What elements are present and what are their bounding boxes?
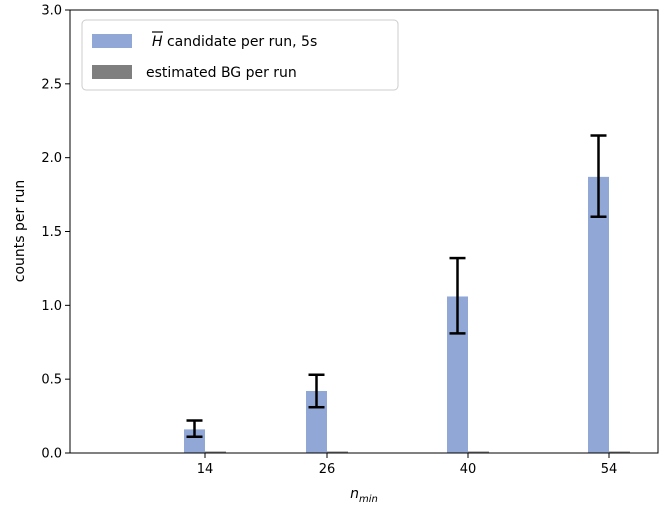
y-tick-label: 0.0 bbox=[41, 447, 62, 462]
bars-layer bbox=[184, 176, 630, 453]
y-tick-label: 2.5 bbox=[41, 77, 62, 92]
bar-bg-14 bbox=[205, 451, 226, 453]
legend-swatch-candidate bbox=[92, 34, 132, 48]
bar-candidate-40 bbox=[447, 296, 468, 453]
y-tick-label: 3.0 bbox=[41, 4, 62, 19]
y-tick-label: 1.0 bbox=[41, 299, 62, 314]
error-bar-14 bbox=[186, 419, 203, 439]
bar-bg-54 bbox=[609, 451, 630, 453]
error-bar-40 bbox=[449, 256, 466, 335]
y-axis: 0.0 0.5 1.0 1.5 2.0 2.5 3.0 bbox=[41, 4, 70, 462]
x-axis: 14 26 40 54 bbox=[197, 453, 618, 477]
x-axis-label: nmin bbox=[350, 486, 378, 505]
error-bar-54 bbox=[590, 134, 607, 218]
bar-bg-40 bbox=[468, 451, 489, 453]
error-bar-26 bbox=[308, 373, 325, 409]
y-axis-label: counts per run bbox=[12, 180, 28, 282]
legend-swatch-bg bbox=[92, 65, 132, 79]
x-tick-label: 40 bbox=[460, 462, 477, 477]
legend-box bbox=[81, 19, 399, 91]
x-tick-label: 14 bbox=[197, 462, 214, 477]
bar-candidate-14 bbox=[184, 429, 205, 453]
legend: H candidate per run, 5s estimated BG per… bbox=[81, 19, 399, 91]
x-tick-label: 54 bbox=[601, 462, 618, 477]
legend-label-bg: estimated BG per run bbox=[146, 65, 297, 81]
x-tick-label: 26 bbox=[319, 462, 336, 477]
bar-bg-26 bbox=[327, 451, 348, 453]
bar-candidate-54 bbox=[588, 176, 609, 453]
y-tick-label: 0.5 bbox=[41, 373, 62, 388]
legend-label-candidate: H candidate per run, 5s bbox=[152, 34, 317, 50]
y-tick-label: 1.5 bbox=[41, 225, 62, 240]
y-tick-label: 2.0 bbox=[41, 151, 62, 166]
error-bars-layer bbox=[186, 134, 607, 439]
